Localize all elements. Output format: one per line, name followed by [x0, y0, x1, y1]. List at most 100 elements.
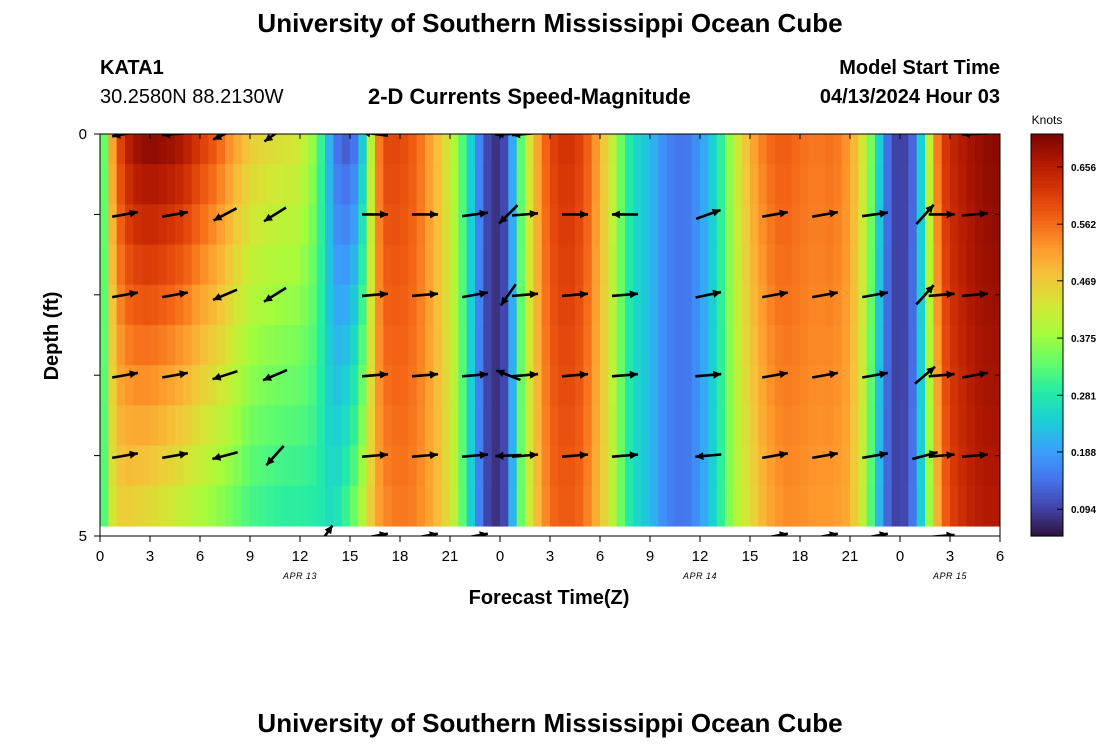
heatmap-cell: [533, 324, 543, 366]
heatmap-cell: [391, 164, 401, 205]
heatmap-cell: [966, 324, 976, 366]
station-id: KATA1: [100, 57, 164, 79]
chart-subtitle: 2-D Currents Speed-Magnitude: [368, 84, 691, 109]
colorbar-band: [1031, 271, 1063, 276]
heatmap-cell: [916, 405, 926, 447]
heatmap-cell: [908, 365, 918, 406]
heatmap-cell: [950, 324, 959, 366]
heatmap-cell: [850, 204, 859, 246]
heatmap-cell: [458, 445, 468, 487]
heatmap-cell: [308, 164, 318, 205]
heatmap-cell: [558, 244, 568, 286]
heatmap-cell: [250, 445, 259, 487]
heatmap-cell: [808, 284, 818, 326]
heatmap-cell: [425, 324, 434, 366]
arrow-head: [179, 450, 188, 459]
colorbar-band: [1031, 318, 1063, 323]
heatmap-cell: [291, 244, 301, 286]
date-label: APR 13: [282, 571, 317, 581]
heatmap-cell: [941, 485, 951, 527]
colorbar-band: [1031, 499, 1063, 504]
arrow-head: [879, 531, 888, 536]
heatmap-cell: [566, 365, 576, 406]
heatmap-cell: [616, 445, 626, 487]
heatmap-cell: [708, 445, 718, 487]
heatmap-cell: [683, 445, 693, 487]
heatmap-cell: [891, 284, 901, 326]
arrow-head: [946, 531, 955, 536]
heatmap-cell: [700, 445, 709, 487]
heatmap-cell: [858, 284, 868, 326]
heatmap-cell: [841, 134, 851, 165]
heatmap-cell: [491, 405, 501, 447]
heatmap-cell: [533, 204, 543, 246]
heatmap-cell: [633, 244, 643, 286]
heatmap-cell: [858, 324, 868, 366]
heatmap-cell: [125, 405, 134, 447]
heatmap-cell: [225, 244, 234, 286]
heatmap-cell: [241, 164, 251, 205]
colorbar-band: [1031, 164, 1063, 169]
current-arrow: [111, 370, 139, 379]
heatmap-cell: [750, 405, 759, 447]
heatmap-cell: [341, 324, 351, 366]
heatmap-cell: [275, 485, 284, 527]
heatmap-cell: [216, 365, 226, 406]
heatmap-cell: [958, 405, 968, 447]
arrow-head: [579, 370, 588, 379]
current-arrow: [417, 531, 439, 536]
x-tick-label: 12: [292, 548, 309, 565]
heatmap-cell: [608, 324, 618, 366]
heatmap-cell: [866, 164, 876, 205]
heatmap-cell: [691, 365, 701, 406]
heatmap-cell: [366, 324, 376, 366]
heatmap-cell: [383, 244, 393, 286]
colorbar-band: [1031, 525, 1063, 530]
heatmap-cell: [841, 405, 851, 447]
heatmap-cell: [958, 445, 968, 487]
heatmap-cell: [933, 284, 943, 326]
heatmap-cell: [150, 134, 159, 165]
heatmap-cell: [191, 134, 201, 165]
heatmap-cell: [875, 485, 884, 527]
heatmap-cell: [200, 365, 209, 406]
heatmap-cell: [291, 134, 301, 165]
heatmap-cell: [258, 204, 268, 246]
heatmap-cell: [141, 134, 151, 165]
heatmap-cell: [358, 164, 368, 205]
heatmap-cell: [158, 284, 168, 326]
heatmap-cell: [316, 324, 326, 366]
heatmap-cell: [241, 365, 251, 406]
current-arrow: [411, 451, 439, 460]
heatmap-cell: [325, 164, 334, 205]
heatmap-cell: [383, 164, 393, 205]
heatmap-cell: [816, 324, 826, 366]
heatmap-cell: [650, 164, 659, 205]
heatmap-cell: [700, 164, 709, 205]
heatmap-cell: [583, 324, 593, 366]
heatmap-cell: [641, 324, 651, 366]
heatmap-cell: [466, 164, 476, 205]
current-arrow: [861, 370, 889, 379]
heatmap-cell: [366, 164, 376, 205]
heatmap-cell: [208, 164, 218, 205]
arrow-shaft: [365, 134, 389, 138]
heatmap-cell: [341, 134, 351, 165]
heatmap-cell: [591, 204, 601, 246]
heatmap-cell: [416, 244, 426, 286]
current-arrow: [323, 524, 334, 536]
arrow-head: [496, 369, 506, 377]
heatmap-cell: [108, 204, 118, 246]
heatmap-cell: [950, 204, 959, 246]
heatmap-cell: [391, 365, 401, 406]
heatmap-cell: [358, 485, 368, 527]
heatmap-cell: [991, 164, 1000, 205]
heatmap-cell: [458, 485, 468, 527]
current-arrow: [263, 134, 278, 143]
heatmap-cell: [408, 204, 418, 246]
heatmap-cell: [916, 164, 926, 205]
colorbar-band: [1031, 284, 1063, 289]
current-arrow: [817, 531, 839, 536]
heatmap-cell: [691, 164, 701, 205]
heatmap-cell: [266, 324, 276, 366]
